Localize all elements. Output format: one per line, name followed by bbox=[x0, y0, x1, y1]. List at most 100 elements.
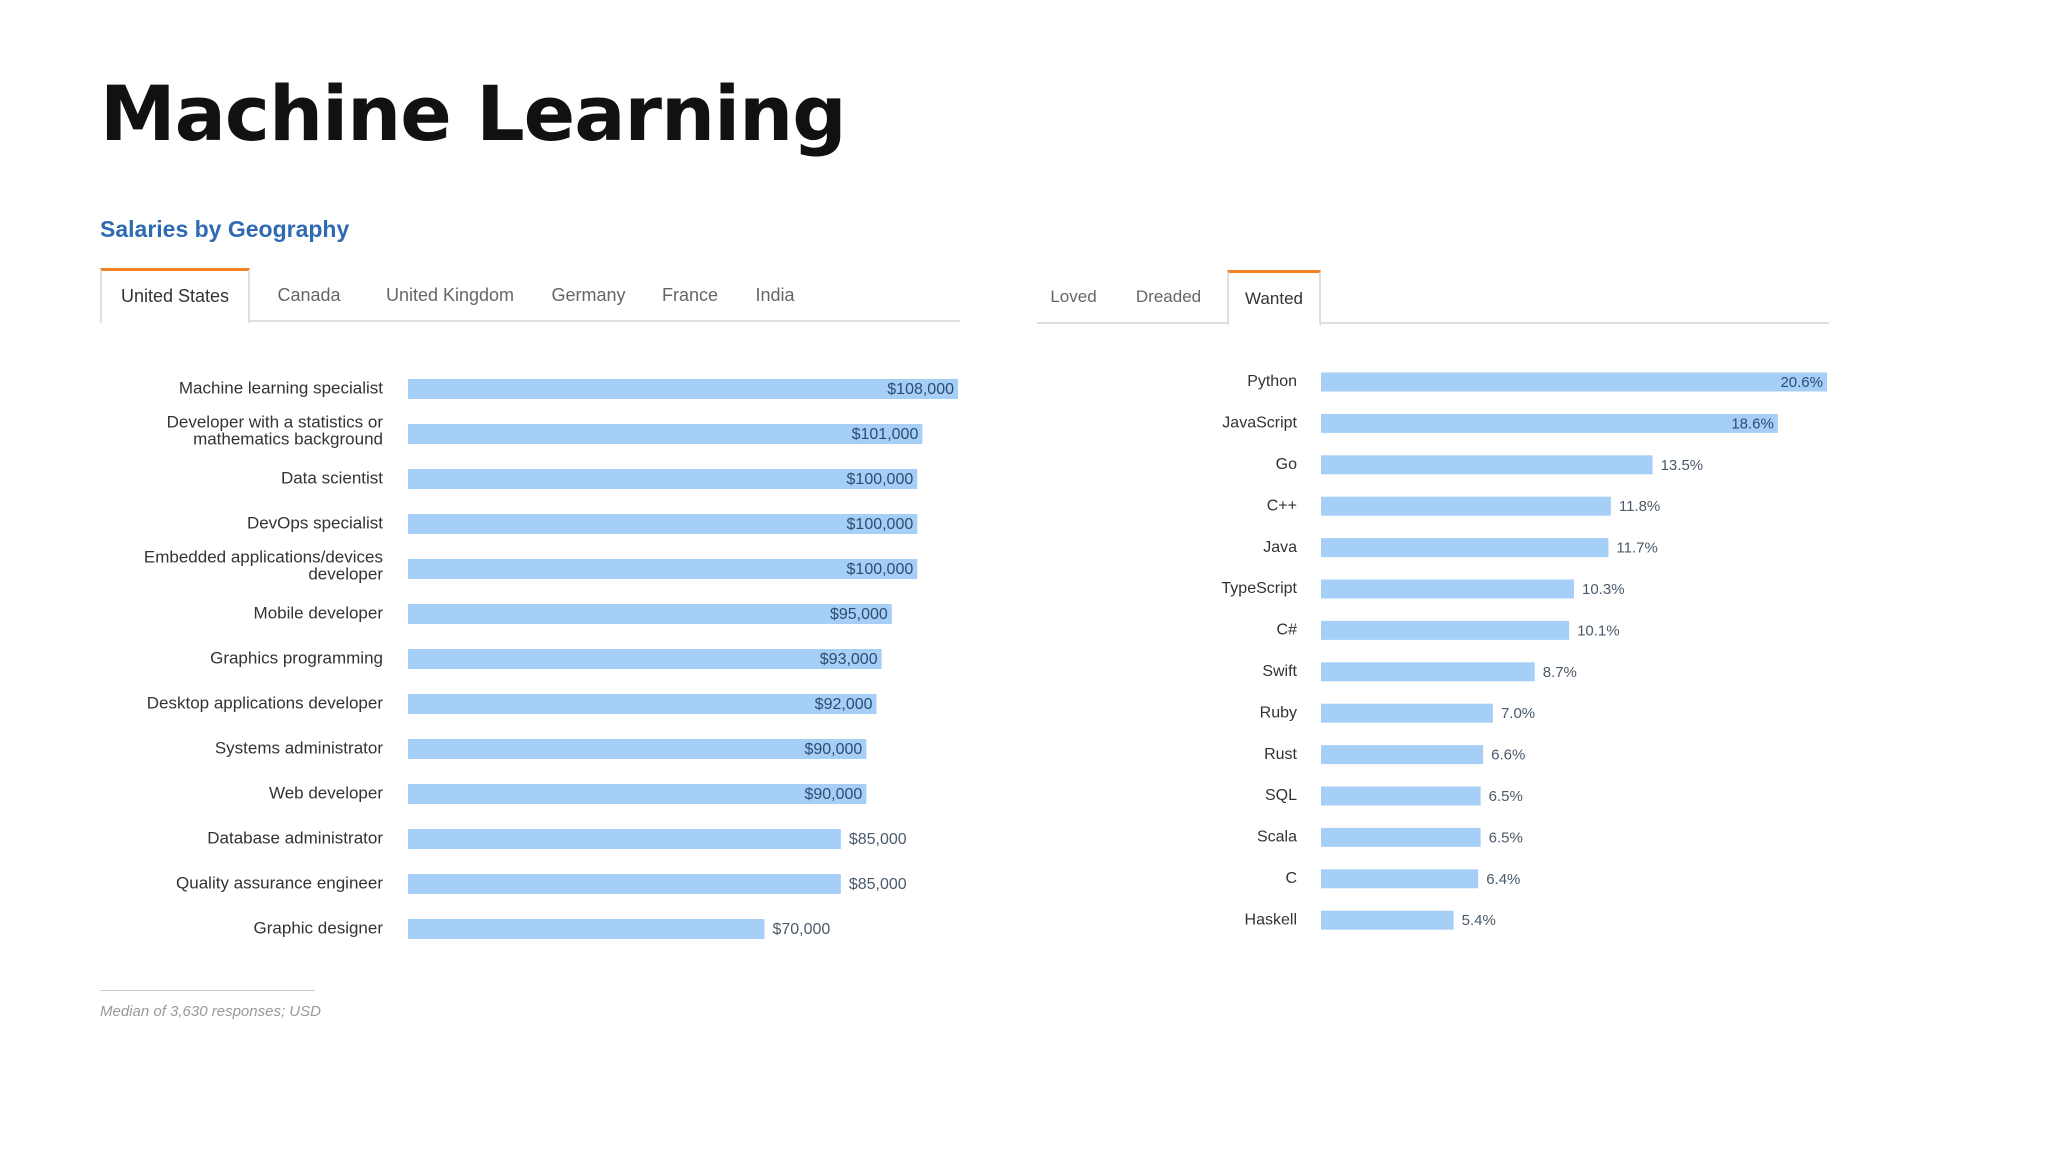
value-label: $95,000 bbox=[830, 606, 888, 623]
bar bbox=[408, 739, 867, 759]
bar bbox=[1321, 496, 1611, 516]
category-label: mathematics background bbox=[193, 429, 383, 448]
footnote-divider bbox=[100, 990, 315, 991]
category-label: Graphic designer bbox=[254, 918, 384, 937]
value-label: 10.3% bbox=[1582, 581, 1625, 598]
bar bbox=[408, 379, 958, 399]
category-label: Graphics programming bbox=[210, 648, 383, 667]
bar bbox=[1321, 703, 1493, 723]
tab-canada[interactable]: Canada bbox=[277, 284, 341, 305]
bar bbox=[1321, 869, 1479, 889]
language-tabs: Loved Dreaded Wanted bbox=[1037, 270, 1829, 326]
category-label: Embedded applications/devices bbox=[144, 547, 383, 566]
value-label: $93,000 bbox=[820, 651, 878, 668]
value-label: 5.4% bbox=[1462, 912, 1496, 929]
value-label: $92,000 bbox=[815, 696, 873, 713]
bar bbox=[1321, 372, 1827, 392]
salaries-heading: Salaries by Geography bbox=[100, 216, 350, 242]
tab-india[interactable]: India bbox=[755, 284, 795, 305]
bar bbox=[1321, 827, 1481, 847]
category-label: Mobile developer bbox=[254, 603, 384, 622]
value-label: 11.7% bbox=[1616, 540, 1657, 557]
value-label: $108,000 bbox=[887, 381, 954, 398]
category-label: Python bbox=[1247, 373, 1297, 390]
category-label: C# bbox=[1277, 622, 1298, 639]
bar bbox=[408, 694, 877, 714]
bar bbox=[408, 514, 918, 534]
value-label: $85,000 bbox=[849, 876, 907, 893]
bar bbox=[1321, 910, 1454, 930]
value-label: $90,000 bbox=[804, 741, 862, 758]
value-label: 11.8% bbox=[1619, 498, 1660, 515]
tab-dreaded[interactable]: Dreaded bbox=[1135, 287, 1202, 306]
bar bbox=[408, 469, 918, 489]
page-title: Machine Learning bbox=[100, 69, 847, 158]
tab-loved[interactable]: Loved bbox=[1050, 287, 1097, 306]
value-label: 10.1% bbox=[1577, 622, 1620, 639]
value-label: $90,000 bbox=[804, 786, 862, 803]
value-label: $100,000 bbox=[847, 471, 914, 488]
value-label: 6.5% bbox=[1489, 788, 1523, 805]
value-label: $85,000 bbox=[849, 831, 907, 848]
tab-germany[interactable]: Germany bbox=[551, 284, 626, 305]
bar bbox=[1321, 662, 1535, 682]
value-label: 6.4% bbox=[1486, 871, 1520, 888]
value-label: $100,000 bbox=[847, 561, 914, 578]
value-label: 13.5% bbox=[1661, 457, 1704, 474]
tab-united-states[interactable]: United States bbox=[100, 268, 250, 324]
bar bbox=[408, 784, 867, 804]
category-label: Machine learning specialist bbox=[179, 378, 383, 397]
value-label: $70,000 bbox=[772, 921, 830, 938]
category-label: DevOps specialist bbox=[247, 513, 383, 532]
category-label: JavaScript bbox=[1222, 415, 1297, 432]
bar bbox=[408, 829, 841, 849]
category-label: Data scientist bbox=[281, 468, 383, 487]
category-label: Scala bbox=[1257, 829, 1297, 846]
bar bbox=[1321, 620, 1570, 640]
bar bbox=[1321, 745, 1484, 765]
bar bbox=[408, 604, 892, 624]
category-label: Swift bbox=[1262, 663, 1297, 680]
value-label: 18.6% bbox=[1731, 415, 1774, 432]
category-label: developer bbox=[308, 564, 383, 583]
bar bbox=[1321, 579, 1574, 599]
category-label: C++ bbox=[1267, 497, 1297, 514]
value-label: 6.6% bbox=[1491, 747, 1525, 764]
bar bbox=[1321, 786, 1481, 806]
category-label: Systems administrator bbox=[215, 738, 383, 757]
value-label: 8.7% bbox=[1543, 664, 1577, 681]
category-label: TypeScript bbox=[1221, 580, 1297, 597]
category-label: Go bbox=[1276, 456, 1297, 473]
geography-tabs: United States Canada United Kingdom Germ… bbox=[100, 268, 960, 324]
category-label: Web developer bbox=[269, 783, 383, 802]
category-label: Desktop applications developer bbox=[147, 693, 384, 712]
category-label: Java bbox=[1263, 539, 1297, 556]
category-label: C bbox=[1285, 870, 1297, 887]
wanted-languages-bar-chart: Python 20.6% JavaScript 18.6% Go 13.5% C++ 11.8… bbox=[1221, 372, 1827, 930]
bar bbox=[1321, 455, 1653, 475]
category-label: SQL bbox=[1265, 787, 1297, 804]
bar bbox=[408, 919, 765, 939]
salaries-bar-chart: Machine learning specialist $108,000 Devel… bbox=[144, 378, 958, 939]
value-label: 20.6% bbox=[1780, 374, 1823, 391]
bar bbox=[1321, 413, 1778, 433]
value-label: 6.5% bbox=[1489, 829, 1523, 846]
category-label: Database administrator bbox=[207, 828, 383, 847]
category-label: Ruby bbox=[1260, 704, 1297, 721]
value-label: $100,000 bbox=[847, 516, 914, 533]
value-label: 7.0% bbox=[1501, 705, 1535, 722]
category-label: Haskell bbox=[1245, 911, 1297, 928]
bar bbox=[408, 874, 841, 894]
category-label: Developer with a statistics or bbox=[167, 412, 384, 431]
bar bbox=[408, 424, 923, 444]
category-label: Quality assurance engineer bbox=[176, 873, 383, 892]
category-label: Rust bbox=[1264, 746, 1297, 763]
bar bbox=[1321, 538, 1609, 558]
bar bbox=[408, 559, 918, 579]
tab-france[interactable]: France bbox=[661, 284, 719, 305]
tab-wanted[interactable]: Wanted bbox=[1227, 270, 1321, 326]
value-label: $101,000 bbox=[852, 426, 919, 443]
bar bbox=[408, 649, 882, 669]
tab-united-kingdom[interactable]: United Kingdom bbox=[385, 284, 515, 305]
salaries-footnote: Median of 3,630 responses; USD bbox=[100, 1003, 321, 1020]
